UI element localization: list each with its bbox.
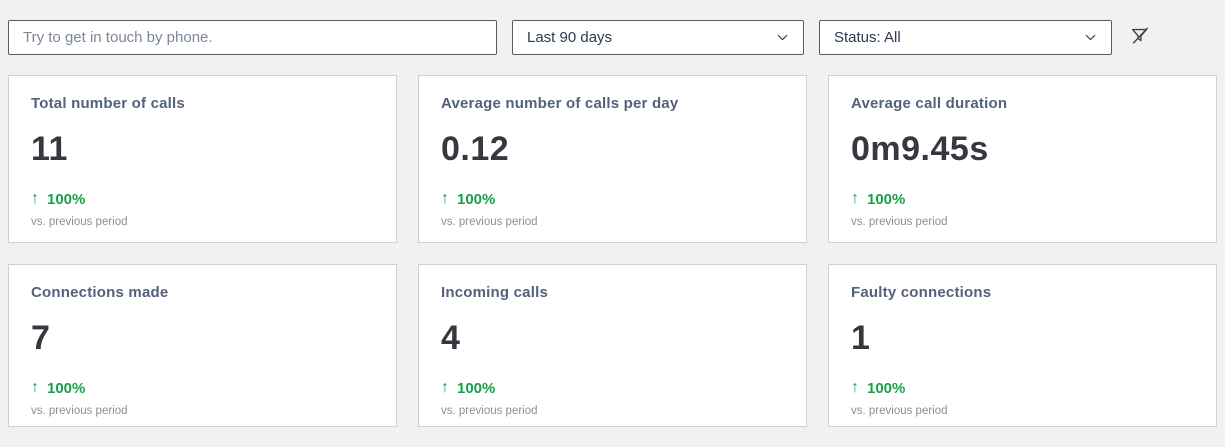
- arrow-up-icon: ↑: [441, 379, 449, 396]
- card-value: 1: [851, 319, 871, 357]
- card-value: 11: [31, 130, 68, 168]
- arrow-up-icon: ↑: [31, 190, 39, 207]
- search-input[interactable]: [8, 20, 497, 55]
- card-delta: ↑ 100%: [441, 379, 784, 397]
- card-delta: ↑ 100%: [31, 379, 374, 397]
- card-title: Average call duration: [851, 95, 1008, 112]
- arrow-up-icon: ↑: [851, 190, 859, 207]
- card-title: Average number of calls per day: [441, 95, 679, 112]
- card-delta: ↑ 100%: [851, 190, 1194, 208]
- delta-value: 100%: [867, 379, 906, 397]
- delta-value: 100%: [457, 190, 496, 208]
- status-select[interactable]: Status: All: [819, 20, 1112, 55]
- clear-filters-button[interactable]: [1122, 20, 1158, 55]
- card-title: Total number of calls: [31, 95, 185, 112]
- arrow-up-icon: ↑: [31, 379, 39, 396]
- filter-slash-icon: [1129, 25, 1151, 50]
- comparison-label: vs. previous period: [441, 216, 538, 228]
- comparison-label: vs. previous period: [441, 405, 538, 417]
- status-selected-value: Status: All: [834, 29, 901, 46]
- filter-bar: Last 90 days Status: All: [0, 0, 1225, 55]
- comparison-label: vs. previous period: [31, 216, 128, 228]
- stat-card-incoming-calls: Incoming calls 4 ↑ 100% vs. previous per…: [418, 264, 807, 427]
- stat-card-avg-call-duration: Average call duration 0m9.45s ↑ 100% vs.…: [828, 75, 1217, 243]
- stat-card-connections-made: Connections made 7 ↑ 100% vs. previous p…: [8, 264, 397, 427]
- comparison-label: vs. previous period: [851, 216, 948, 228]
- stat-card-faulty-connections: Faulty connections 1 ↑ 100% vs. previous…: [828, 264, 1217, 427]
- date-range-selected-value: Last 90 days: [527, 29, 613, 46]
- delta-value: 100%: [47, 379, 86, 397]
- delta-value: 100%: [457, 379, 496, 397]
- card-value: 4: [441, 319, 461, 357]
- card-title: Incoming calls: [441, 284, 548, 301]
- delta-value: 100%: [867, 190, 906, 208]
- arrow-up-icon: ↑: [851, 379, 859, 396]
- card-delta: ↑ 100%: [31, 190, 374, 208]
- card-title: Faulty connections: [851, 284, 992, 301]
- chevron-down-icon: [774, 29, 791, 46]
- delta-value: 100%: [47, 190, 86, 208]
- stat-card-avg-calls-per-day: Average number of calls per day 0.12 ↑ 1…: [418, 75, 807, 243]
- card-value: 7: [31, 319, 51, 357]
- card-delta: ↑ 100%: [851, 379, 1194, 397]
- chevron-down-icon: [1082, 29, 1099, 46]
- comparison-label: vs. previous period: [31, 405, 128, 417]
- stats-cards-grid: Total number of calls 11 ↑ 100% vs. prev…: [8, 75, 1217, 427]
- stat-card-total-calls: Total number of calls 11 ↑ 100% vs. prev…: [8, 75, 397, 243]
- arrow-up-icon: ↑: [441, 190, 449, 207]
- date-range-select[interactable]: Last 90 days: [512, 20, 804, 55]
- card-title: Connections made: [31, 284, 169, 301]
- comparison-label: vs. previous period: [851, 405, 948, 417]
- card-value: 0.12: [441, 130, 510, 168]
- card-delta: ↑ 100%: [441, 190, 784, 208]
- card-value: 0m9.45s: [851, 130, 989, 168]
